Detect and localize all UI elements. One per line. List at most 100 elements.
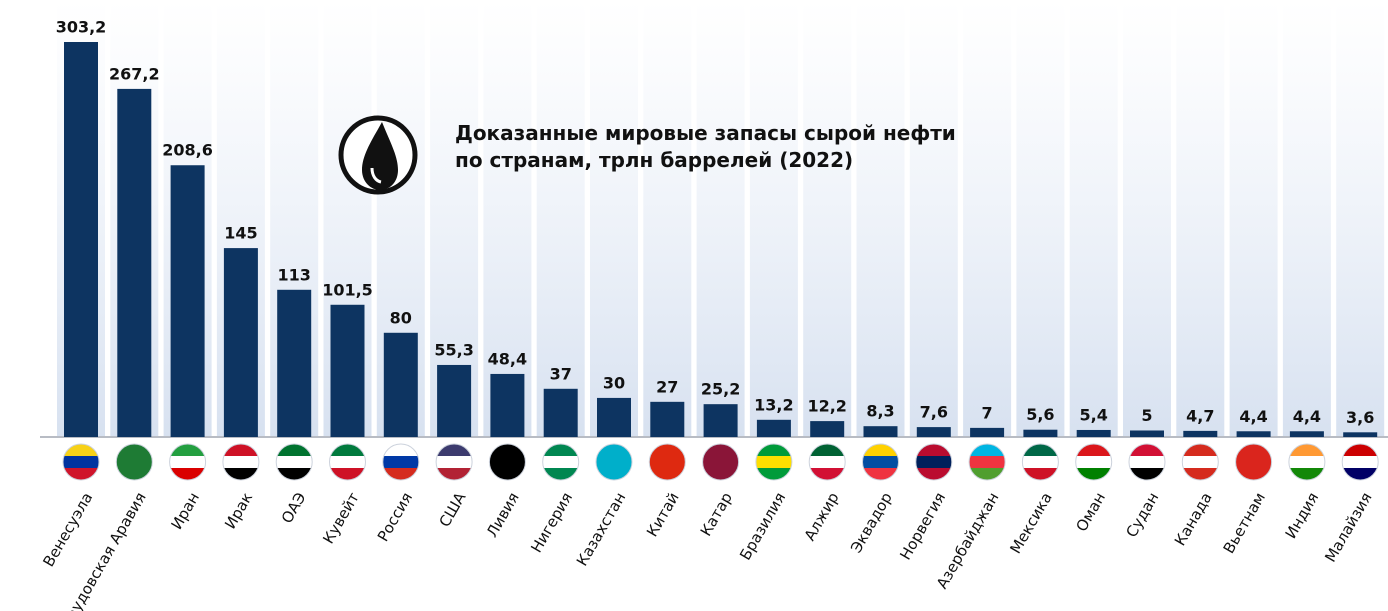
flag-stripe: [116, 444, 153, 457]
flag-stripe: [276, 444, 313, 457]
flag-stripe: [382, 468, 419, 480]
flag-stripe: [329, 456, 366, 469]
flag-stripe: [1022, 456, 1059, 469]
bar: [1183, 430, 1218, 437]
x-tick-label: Оман: [1072, 489, 1109, 534]
bar: [1343, 432, 1378, 437]
bar: [810, 421, 845, 437]
column-bg: [749, 0, 798, 437]
flag-stripe: [329, 444, 366, 457]
flag-stripe: [222, 456, 259, 469]
value-label: 5,6: [1026, 405, 1054, 424]
flag-edge: [169, 443, 207, 481]
column-bg: [483, 0, 532, 437]
bar: [490, 373, 525, 437]
column-bg: [590, 0, 638, 437]
flag: [222, 443, 260, 481]
flag: [702, 443, 740, 481]
flag-stripe: [1129, 468, 1165, 480]
x-tick-label: Алжир: [801, 489, 843, 544]
x-tick-label: Россия: [374, 489, 416, 544]
x-tick-label: Ливия: [483, 489, 523, 540]
value-label: 5,4: [1080, 405, 1108, 424]
flag-stripe: [809, 444, 846, 457]
flag-edge: [62, 443, 100, 481]
bar: [437, 364, 472, 437]
x-tick-label: Вьетнам: [1220, 489, 1269, 556]
flag: [595, 443, 633, 481]
value-label: 37: [550, 364, 572, 383]
bar: [1289, 431, 1324, 437]
bar: [597, 397, 631, 437]
flag-stripe: [915, 468, 952, 480]
value-label: 80: [390, 308, 412, 327]
value-label: 7: [982, 403, 993, 422]
bar: [863, 426, 898, 437]
column-bg: [696, 0, 745, 437]
value-label: 12,2: [807, 397, 846, 416]
flag-stripe: [1288, 456, 1325, 469]
bar: [223, 248, 258, 437]
bar: [756, 419, 791, 437]
flag-edge: [1288, 443, 1326, 481]
column-bg: [536, 0, 585, 437]
x-tick-label: Казахстан: [573, 489, 630, 569]
flag-edge: [808, 443, 846, 481]
flag-edge: [862, 443, 899, 481]
flag-stripe: [1182, 456, 1219, 469]
flag: [1128, 443, 1166, 481]
x-tick-label: Канада: [1171, 489, 1216, 549]
x-tick-label: Китай: [643, 489, 683, 540]
flag: [169, 443, 207, 481]
flag-stripe: [1235, 444, 1272, 457]
flag-edge: [968, 443, 1006, 481]
flag-stripe: [542, 456, 579, 469]
flag: [382, 443, 420, 481]
flag-stripe: [63, 456, 99, 469]
flag: [115, 443, 153, 481]
column-bg: [963, 0, 1012, 437]
flag-stripe: [169, 468, 206, 480]
column-bg: [1123, 0, 1171, 437]
x-tick-label: ОАЭ: [278, 489, 310, 526]
flag-stripe: [915, 444, 952, 457]
x-tick-label: Судан: [1122, 489, 1162, 540]
flag-stripe: [755, 456, 792, 469]
flag-stripe: [169, 456, 206, 469]
flag-stripe: [489, 456, 526, 469]
flag-stripe: [63, 468, 99, 480]
flag-stripe: [489, 468, 526, 480]
bar: [1130, 430, 1164, 437]
flag-stripe: [755, 444, 792, 457]
bar: [1023, 429, 1058, 437]
value-label: 27: [656, 377, 678, 396]
flag-stripe: [1182, 444, 1219, 457]
flag: [1075, 443, 1113, 481]
value-label: 4,4: [1293, 407, 1321, 426]
x-tick-label: Бразилия: [736, 489, 789, 563]
bar: [543, 388, 578, 437]
flag-stripe: [969, 468, 1006, 480]
flag: [915, 443, 953, 481]
column-bg: [803, 0, 852, 437]
flag-edge: [488, 443, 526, 481]
flag-edge: [222, 443, 260, 481]
flag-stripe: [915, 456, 952, 469]
column-bg: [1069, 0, 1118, 437]
flag-edge: [1235, 443, 1273, 481]
flag: [862, 443, 899, 481]
flag-edge: [435, 443, 473, 481]
column-bg: [1229, 0, 1278, 437]
flag-edge: [702, 443, 740, 481]
flag-stripe: [1129, 444, 1165, 457]
value-label: 101,5: [322, 280, 373, 299]
column-bg: [430, 0, 479, 437]
flag: [1181, 443, 1219, 481]
x-tick-label: Эквадор: [847, 489, 896, 556]
flag-stripe: [1235, 468, 1272, 480]
flag-stripe: [1342, 444, 1379, 457]
flag-stripe: [596, 456, 632, 469]
flag-stripe: [649, 456, 686, 469]
flag-stripe: [969, 456, 1006, 469]
